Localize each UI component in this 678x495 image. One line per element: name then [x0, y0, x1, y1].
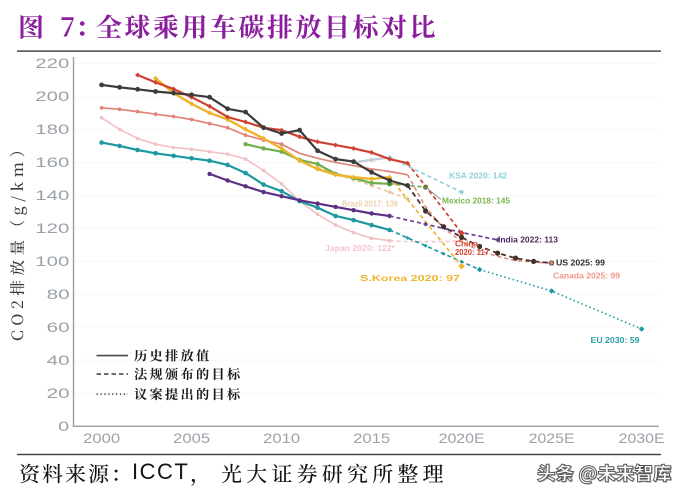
svg-text:140: 140 [35, 187, 69, 203]
svg-text:120: 120 [35, 220, 69, 236]
svg-text:Brazil 2017: 138: Brazil 2017: 138 [342, 200, 399, 209]
svg-text:ICCT: ICCT [132, 459, 189, 484]
svg-text:Mexico 2018: 145: Mexico 2018: 145 [442, 196, 510, 206]
svg-text:80: 80 [47, 286, 70, 302]
svg-text:2010: 2010 [263, 430, 300, 446]
svg-text:2000: 2000 [83, 430, 120, 446]
svg-text:Japan 2020: 122*: Japan 2020: 122* [325, 243, 396, 253]
svg-text:2020: 117: 2020: 117 [455, 248, 490, 257]
svg-text:2005: 2005 [173, 430, 210, 446]
svg-text:S.Korea 2020: 97: S.Korea 2020: 97 [360, 273, 460, 283]
svg-text:2030E: 2030E [619, 430, 665, 446]
svg-text:EU 2030: 59: EU 2030: 59 [591, 336, 641, 345]
svg-text:200: 200 [35, 88, 69, 104]
svg-text:40: 40 [47, 352, 70, 368]
svg-text:0: 0 [58, 418, 69, 434]
svg-text:2015: 2015 [353, 430, 390, 446]
svg-text:US 2025: 99: US 2025: 99 [556, 258, 605, 268]
svg-text:180: 180 [35, 121, 69, 137]
svg-text:India 2022: 113: India 2022: 113 [498, 235, 558, 245]
svg-text:220: 220 [35, 55, 69, 71]
svg-text:KSA 2020: 142: KSA 2020: 142 [449, 171, 507, 181]
svg-text:60: 60 [47, 319, 70, 335]
svg-text:China: China [455, 240, 479, 249]
svg-text:100: 100 [35, 253, 69, 269]
svg-text:2025E: 2025E [529, 430, 575, 446]
svg-text:Canada 2025: 99: Canada 2025: 99 [553, 271, 620, 281]
svg-text:20: 20 [47, 385, 70, 401]
svg-text:2020E: 2020E [439, 430, 485, 446]
svg-text:160: 160 [35, 154, 69, 170]
